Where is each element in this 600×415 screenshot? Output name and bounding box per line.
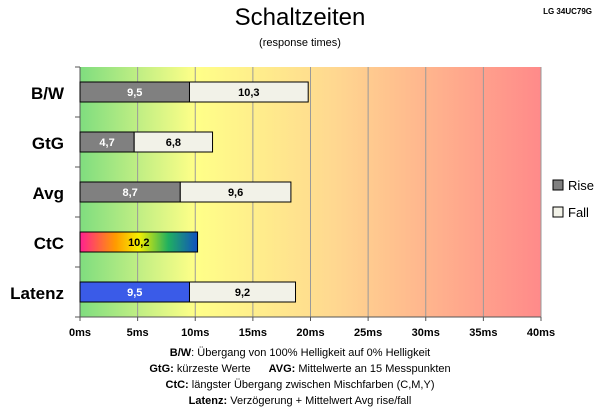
data-label: 10,2 bbox=[128, 237, 149, 249]
legend: Rise Fall bbox=[552, 178, 594, 220]
legend-swatch-rise bbox=[552, 179, 564, 191]
chart-subtitle: (response times) bbox=[259, 37, 341, 49]
category-label: CtC bbox=[34, 234, 64, 253]
note-ctc: CtC: längster Übergang zwischen Mischfar… bbox=[165, 379, 435, 391]
category-label: Latenz bbox=[10, 284, 64, 303]
data-label: 4,7 bbox=[99, 137, 114, 149]
note-gtg-avg: GtG: kürzeste Werte AVG: Mittelwerte an 1… bbox=[149, 363, 451, 375]
category-label: B/W bbox=[31, 84, 65, 103]
x-tick-label: 5ms bbox=[127, 327, 149, 339]
x-tick-label: 40ms bbox=[527, 327, 555, 339]
footnotes: B/W: Übergang von 100% Helligkeit auf 0%… bbox=[0, 345, 600, 409]
category-label: GtG bbox=[32, 134, 64, 153]
x-tick-label: 30ms bbox=[412, 327, 440, 339]
x-tick-label: 35ms bbox=[469, 327, 497, 339]
category-label: Avg bbox=[33, 184, 65, 203]
note-bw: B/W: Übergang von 100% Helligkeit auf 0%… bbox=[169, 347, 431, 359]
data-label: 9,2 bbox=[235, 287, 250, 299]
bar-fall bbox=[179, 181, 292, 203]
note-latenz: Latenz: Verzögerung + Mittelwert Avg ris… bbox=[188, 395, 412, 407]
data-label: 9,6 bbox=[228, 187, 243, 199]
label-group: 0ms 5ms 10ms 15ms 20ms 25ms 30ms 35ms 40ms B/W 9,5… bbox=[10, 84, 555, 339]
data-label: 9,5 bbox=[127, 87, 142, 99]
x-tick-label: 20ms bbox=[296, 327, 324, 339]
data-label: 8,7 bbox=[122, 187, 137, 199]
legend-swatch-fall bbox=[552, 206, 564, 218]
x-tick-label: 10ms bbox=[181, 327, 209, 339]
data-label: 9,5 bbox=[127, 287, 142, 299]
legend-label-rise: Rise bbox=[568, 178, 594, 193]
bar-fall bbox=[188, 81, 309, 103]
bar-ctc bbox=[79, 231, 199, 253]
monitor-model-label: LG 34UC79G bbox=[543, 7, 592, 16]
x-tick-label: 25ms bbox=[354, 327, 382, 339]
data-label: 10,3 bbox=[238, 87, 259, 99]
legend-label-fall: Fall bbox=[568, 205, 589, 220]
response-time-chart: 0ms 5ms 10ms 15ms 20ms 25ms 30ms 35ms 40ms B/W 9,5… bbox=[10, 66, 594, 339]
data-label: 6,8 bbox=[166, 137, 181, 149]
x-tick-label: 0ms bbox=[69, 327, 91, 339]
bar-group bbox=[79, 81, 309, 303]
chart-title: Schaltzeiten bbox=[234, 4, 366, 31]
bar-fall bbox=[133, 131, 214, 153]
bar-fall bbox=[188, 281, 297, 303]
x-tick-label: 15ms bbox=[239, 327, 267, 339]
